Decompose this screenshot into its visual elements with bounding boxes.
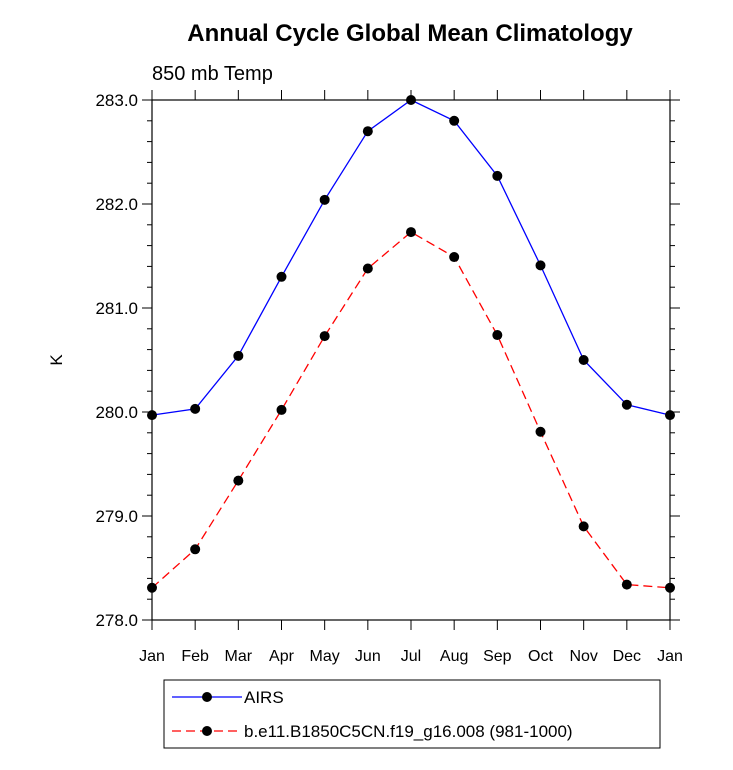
data-point xyxy=(578,521,589,532)
chart-subtitle: 850 mb Temp xyxy=(152,63,273,85)
data-point xyxy=(233,475,244,486)
data-point xyxy=(406,227,416,238)
x-tick-label: Jan xyxy=(657,648,683,665)
y-tick-label: 280.0 xyxy=(95,403,138,422)
legend: AIRS b.e11.B1850C5CN.f19_g16.008 (981-100… xyxy=(163,679,661,749)
x-tick-label: Jan xyxy=(139,648,165,665)
ticks-layer: 278.0 279.0 280.0 281.0 282.0 283.0 Jan Feb Mar A… xyxy=(95,90,683,665)
x-tick-label: Sep xyxy=(483,648,512,665)
x-tick-label: Oct xyxy=(528,648,553,665)
y-tick-label: 281.0 xyxy=(95,299,138,318)
y-tick-label: 283.0 xyxy=(95,91,138,110)
plot-frame xyxy=(151,99,671,621)
data-point xyxy=(362,126,373,137)
series-line-1 xyxy=(151,231,671,589)
data-point xyxy=(147,410,157,421)
x-tick-label: May xyxy=(310,648,340,665)
data-point xyxy=(665,410,675,421)
series-line-0 xyxy=(151,99,671,416)
data-point xyxy=(535,426,546,437)
y-axis-label: K xyxy=(47,354,66,366)
y-tick-label: 279.0 xyxy=(95,507,138,526)
x-tick-label: Jul xyxy=(401,648,421,665)
x-tick-label: Feb xyxy=(181,648,209,665)
data-point xyxy=(362,263,373,274)
data-point xyxy=(147,582,157,593)
data-point xyxy=(449,252,460,263)
data-point xyxy=(190,544,201,555)
data-point xyxy=(492,170,503,181)
data-point xyxy=(449,115,460,126)
x-tick-label: Nov xyxy=(569,648,597,665)
data-point xyxy=(319,331,330,342)
legend-marker-0 xyxy=(202,692,212,702)
data-point xyxy=(578,355,589,365)
y-tick-label: 278.0 xyxy=(95,611,138,630)
x-tick-label: Aug xyxy=(440,648,468,665)
data-point xyxy=(492,330,503,341)
data-point xyxy=(276,404,287,415)
data-point xyxy=(535,260,546,271)
series-layer xyxy=(147,95,675,593)
x-tick-label: Apr xyxy=(269,648,295,665)
legend-marker-1 xyxy=(202,726,212,736)
data-point xyxy=(621,399,632,410)
x-tick-label: Dec xyxy=(613,648,641,665)
legend-label-1: b.e11.B1850C5CN.f19_g16.008 (981-1000) xyxy=(244,722,573,741)
y-tick-label: 282.0 xyxy=(95,195,138,214)
data-point xyxy=(665,582,675,593)
data-point xyxy=(190,403,201,414)
data-point xyxy=(233,350,244,361)
data-point xyxy=(276,271,287,282)
x-tick-label: Mar xyxy=(225,648,253,665)
data-point xyxy=(621,579,632,590)
data-point xyxy=(406,95,416,105)
legend-label-0: AIRS xyxy=(244,688,284,707)
x-tick-label: Jun xyxy=(355,648,381,665)
legend-box xyxy=(163,679,661,749)
data-point xyxy=(319,194,330,205)
chart-title: Annual Cycle Global Mean Climatology xyxy=(187,20,633,47)
